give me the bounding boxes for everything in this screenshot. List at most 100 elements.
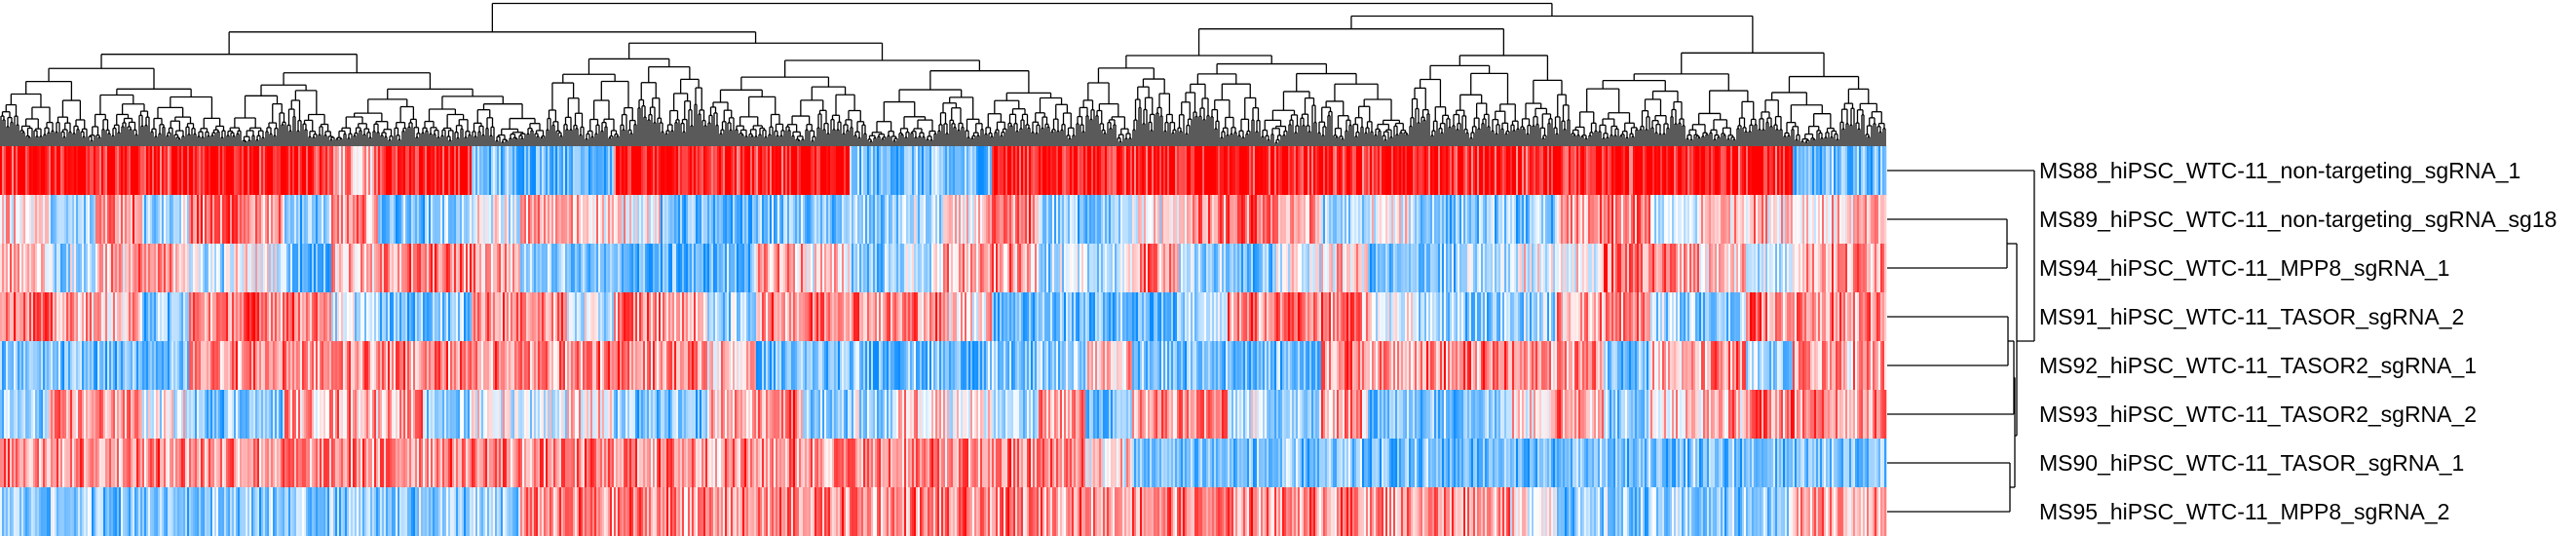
heatmap-cell [890,146,893,195]
heatmap-cell [1350,146,1353,195]
heatmap-cell [1007,146,1010,195]
heatmap-cell [774,195,777,244]
heatmap-cell [509,195,511,244]
heatmap-cell [986,195,989,244]
heatmap-cell [573,146,576,195]
heatmap-cell [228,195,231,244]
heatmap-cell [224,195,227,244]
heatmap-cell [1169,195,1172,244]
heatmap-cell [1463,195,1466,244]
heatmap-cell [117,244,120,292]
heatmap-cell [1023,195,1026,244]
heatmap-cell [1705,195,1708,244]
heatmap-cell [1563,195,1566,244]
heatmap-cell [1845,195,1848,244]
heatmap-cell [1181,146,1184,195]
heatmap-cell [8,244,11,292]
heatmap-cell [933,195,936,244]
heatmap-cell [1085,146,1088,195]
heatmap-cell [963,195,966,244]
heatmap-cell [1267,146,1269,195]
heatmap-cell [1763,146,1766,195]
heatmap-cell [705,146,708,195]
heatmap-cell [1456,146,1458,195]
heatmap-cell [4,195,7,244]
heatmap-cell [175,244,178,292]
heatmap-cell [368,195,371,244]
heatmap-cell [261,146,264,195]
heatmap-cell [768,195,771,244]
heatmap-cell [156,195,159,244]
heatmap-cell [1216,195,1219,244]
heatmap-cell [1824,195,1827,244]
heatmap-cell [1699,195,1702,244]
heatmap-cell [1799,146,1801,195]
heatmap-cell [378,146,381,195]
heatmap-cell [783,195,786,244]
heatmap-cell [497,195,500,244]
heatmap-cell [567,146,570,195]
heatmap-cell [1656,195,1659,244]
heatmap-cell [1851,195,1854,244]
heatmap-cell [131,195,133,244]
heatmap-cell [1033,146,1036,195]
heatmap-cell [1559,195,1562,244]
heatmap-cell [107,146,110,195]
heatmap-cell [18,146,20,195]
heatmap-cell [900,195,903,244]
heatmap-cell [1496,195,1499,244]
heatmap-cell [853,195,856,244]
heatmap-cell [951,195,954,244]
heatmap-cell [259,146,262,195]
heatmap-cell [246,195,248,244]
heatmap-cell [205,146,208,195]
heatmap-cell [549,146,552,195]
heatmap-cell [39,195,42,244]
heatmap-cell [970,146,973,195]
heatmap-cell [150,146,153,195]
heatmap-cell [1056,146,1059,195]
heatmap-cell [1035,195,1038,244]
heatmap-cell [939,146,942,195]
heatmap-cell [491,146,494,195]
heatmap-cell [982,146,985,195]
heatmap-cell [1639,195,1642,244]
heatmap-cell [1329,195,1332,244]
heatmap-cell [1426,146,1429,195]
heatmap-cell [1555,195,1558,244]
heatmap-cell [125,195,128,244]
heatmap-cell [1504,195,1507,244]
heatmap-cell [1358,146,1361,195]
heatmap-cell [216,244,219,292]
heatmap-cell [1528,195,1531,244]
heatmap-cell [1682,146,1685,195]
heatmap-cell [1867,146,1870,195]
heatmap-cell [1578,195,1581,244]
heatmap-cell [1845,146,1848,195]
heatmap-cell [1366,195,1369,244]
heatmap-cell [230,146,233,195]
heatmap-cell [1270,195,1273,244]
heatmap-cell [752,146,755,195]
heatmap-cell [937,146,940,195]
heatmap-cell [555,146,558,195]
heatmap-cell [401,195,404,244]
heatmap-cell [1650,146,1653,195]
heatmap-cell [222,244,225,292]
heatmap-cell [641,146,644,195]
heatmap-cell [95,146,98,195]
heatmap-cell [1867,195,1870,244]
heatmap-cell [360,195,363,244]
heatmap-cell [512,195,515,244]
heatmap-cell [894,195,897,244]
heatmap-cell [97,195,100,244]
heatmap-cell [770,146,773,195]
heatmap-cell [994,195,997,244]
heatmap-cell [974,146,977,195]
heatmap-cell [916,195,919,244]
heatmap-cell [1781,146,1784,195]
heatmap-cell [1561,146,1564,195]
heatmap-cell [1152,195,1155,244]
heatmap-cell [1081,195,1084,244]
heatmap-cell [1551,195,1554,244]
